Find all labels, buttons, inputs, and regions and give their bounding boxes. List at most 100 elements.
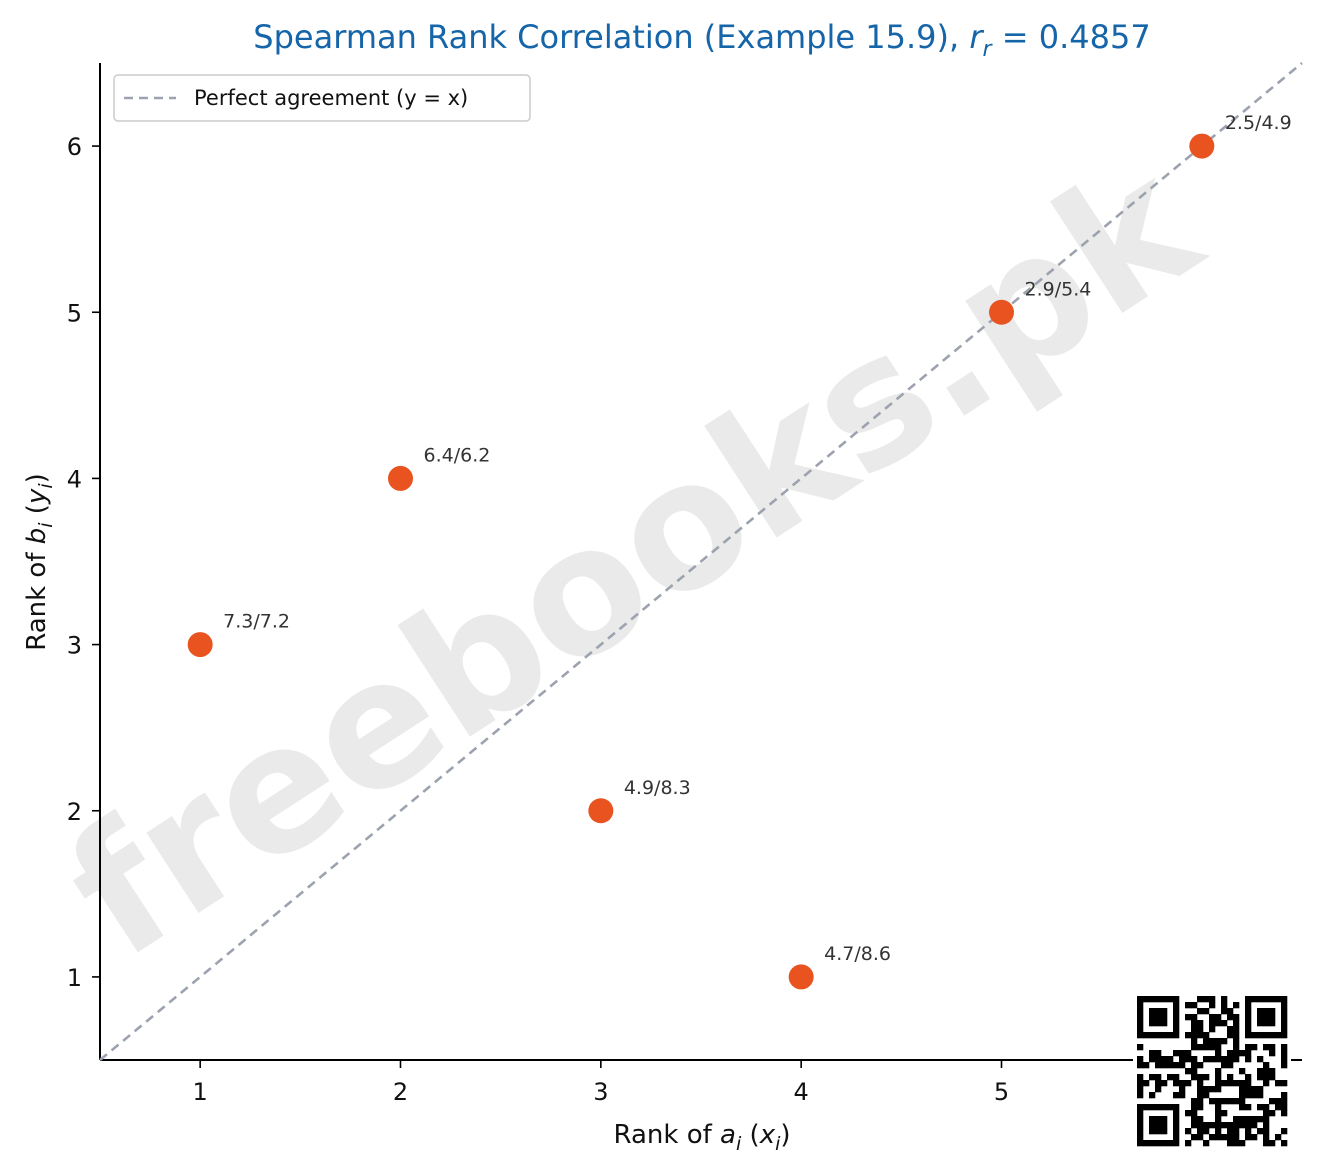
qr-module	[1221, 1062, 1228, 1069]
qr-module	[1215, 1110, 1222, 1117]
qr-module	[1275, 1104, 1282, 1111]
qr-module	[1233, 1032, 1240, 1039]
qr-module	[1233, 1080, 1240, 1087]
qr-module	[1269, 1110, 1276, 1117]
qr-module	[1179, 1056, 1186, 1063]
qr-module	[1197, 1074, 1204, 1081]
qr-module	[1173, 1104, 1180, 1111]
qr-module	[1239, 1050, 1246, 1057]
qr-module	[1155, 1032, 1162, 1039]
qr-module	[1215, 1074, 1222, 1081]
qr-module	[1137, 1056, 1144, 1063]
qr-module	[1149, 1074, 1156, 1081]
qr-module	[1209, 1098, 1216, 1105]
perfect-agreement-line	[99, 61, 1303, 1062]
qr-module	[1191, 1122, 1198, 1129]
qr-module	[1227, 1098, 1234, 1105]
qr-module	[1239, 1086, 1246, 1093]
qr-module	[1161, 996, 1168, 1003]
qr-module	[1263, 1134, 1270, 1141]
qr-module	[1137, 1014, 1144, 1021]
qr-module	[1197, 1008, 1204, 1015]
title-prefix: Spearman Rank Correlation (Example 15.9)…	[253, 18, 969, 56]
qr-module	[1191, 1026, 1198, 1033]
qr-module	[1263, 1008, 1270, 1015]
qr-module	[1251, 1122, 1258, 1129]
qr-module	[1191, 1044, 1198, 1051]
qr-module	[1215, 1020, 1222, 1027]
qr-module	[1257, 1020, 1264, 1027]
qr-module	[1197, 1116, 1204, 1123]
qr-module	[1143, 996, 1150, 1003]
qr-module	[1185, 1014, 1192, 1021]
qr-module	[1137, 1074, 1144, 1081]
qr-module	[1137, 1044, 1144, 1051]
legend: Perfect agreement (y = x)	[113, 74, 531, 122]
qr-module	[1257, 1014, 1264, 1021]
qr-module	[1245, 1116, 1252, 1123]
reference-line-layer	[99, 61, 1303, 1062]
qr-module	[1269, 1098, 1276, 1105]
qr-module	[1173, 1140, 1180, 1147]
qr-module	[1215, 1134, 1222, 1141]
qr-module	[1203, 1128, 1210, 1135]
qr-module	[1203, 1140, 1210, 1147]
qr-module	[1281, 1056, 1288, 1063]
qr-module	[1179, 1086, 1186, 1093]
qr-module	[1197, 1062, 1204, 1069]
qr-module	[1281, 1092, 1288, 1099]
qr-module	[1233, 1134, 1240, 1141]
qr-module	[1227, 1122, 1234, 1129]
qr-module	[1221, 1002, 1228, 1009]
qr-module	[1137, 1104, 1144, 1111]
qr-code-icon	[1133, 992, 1291, 1150]
qr-module	[1263, 1122, 1270, 1129]
qr-module	[1269, 1044, 1276, 1051]
qr-module	[1209, 1014, 1216, 1021]
qr-module	[1251, 1044, 1258, 1051]
x-tick-label: 1	[193, 1078, 208, 1106]
qr-module	[1281, 1008, 1288, 1015]
qr-module	[1263, 1074, 1270, 1081]
data-point-label: 7.3/7.2	[223, 611, 290, 633]
qr-module	[1203, 1032, 1210, 1039]
qr-module	[1167, 1062, 1174, 1069]
qr-module	[1137, 1116, 1144, 1123]
qr-module	[1197, 996, 1204, 1003]
data-point-label: 2.5/4.9	[1225, 112, 1292, 134]
title-suffix: = 0.4857	[992, 18, 1151, 56]
qr-module	[1167, 1074, 1174, 1081]
qr-module	[1149, 1122, 1156, 1129]
qr-module	[1281, 1044, 1288, 1051]
qr-module	[1281, 1026, 1288, 1033]
qr-module	[1143, 1032, 1150, 1039]
qr-module	[1161, 1080, 1168, 1087]
qr-module	[1227, 1032, 1234, 1039]
qr-module	[1209, 1134, 1216, 1141]
qr-module	[1233, 1116, 1240, 1123]
qr-module	[1221, 1110, 1228, 1117]
qr-module	[1269, 1032, 1276, 1039]
qr-module	[1215, 1044, 1222, 1051]
qr-module	[1221, 1008, 1228, 1015]
qr-module	[1215, 1104, 1222, 1111]
ticks-layer: 1 2 3 4 5 1 2 3 4 5 6	[67, 133, 1009, 1106]
qr-module	[1227, 1128, 1234, 1135]
data-point	[788, 964, 814, 990]
qr-module	[1137, 1062, 1144, 1069]
qr-module	[1239, 1140, 1246, 1147]
qr-module	[1245, 1014, 1252, 1021]
qr-module	[1275, 1032, 1282, 1039]
qr-module	[1227, 1140, 1234, 1147]
qr-module	[1137, 1140, 1144, 1147]
qr-module	[1209, 1122, 1216, 1129]
qr-module	[1155, 1008, 1162, 1015]
qr-module	[1209, 1002, 1216, 1009]
qr-module	[1197, 1134, 1204, 1141]
qr-module	[1215, 1122, 1222, 1129]
qr-module	[1263, 1062, 1270, 1069]
qr-module	[1257, 1128, 1264, 1135]
y-tick-label: 6	[67, 133, 82, 161]
qr-module	[1257, 1056, 1264, 1063]
qr-module	[1263, 1116, 1270, 1123]
